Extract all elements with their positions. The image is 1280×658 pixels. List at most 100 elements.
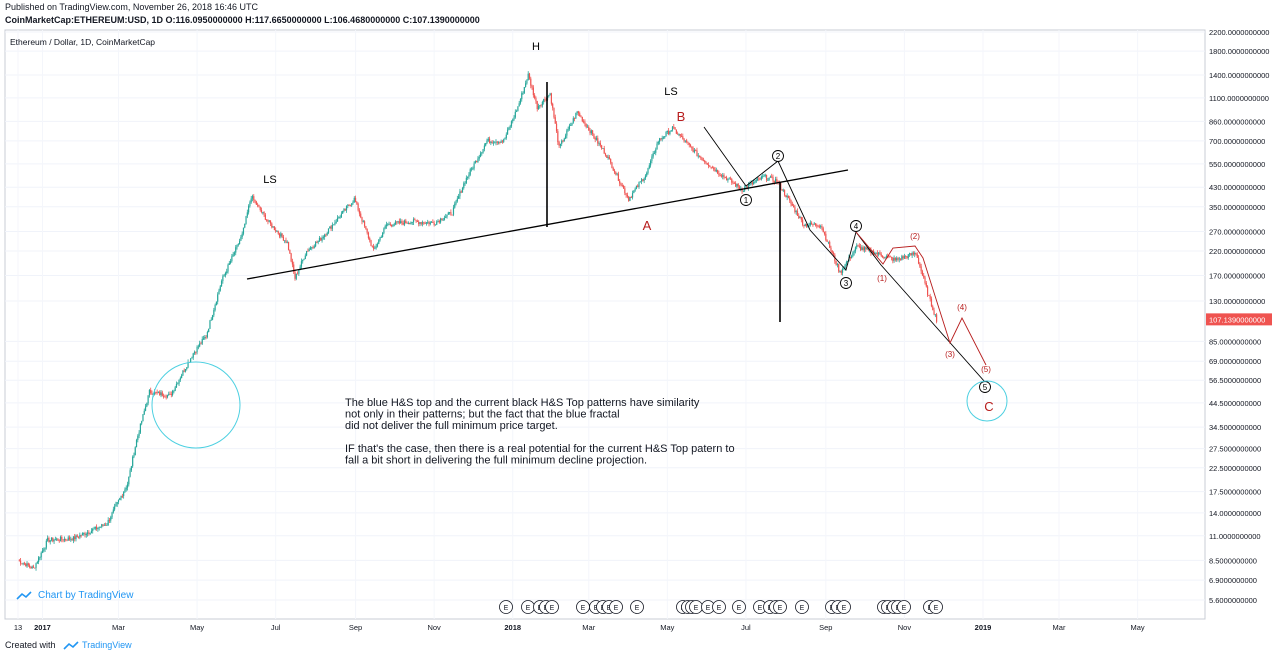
candle-body <box>264 214 266 220</box>
candle-body <box>63 538 65 541</box>
last-price-label: 107.1390000000 <box>1209 315 1265 324</box>
candle-body <box>281 233 283 237</box>
tradingview-link[interactable]: TradingView <box>82 640 132 650</box>
candle-body <box>760 176 762 180</box>
candle-body <box>488 138 491 143</box>
candle-body <box>61 537 63 540</box>
time-tick-label: Sep <box>819 623 832 632</box>
candle-body <box>321 237 323 241</box>
candle-body <box>228 263 230 265</box>
candle-body <box>352 202 354 204</box>
earnings-marker <box>712 600 726 614</box>
candle-body <box>580 116 582 118</box>
earnings-marker-label: E <box>758 605 763 612</box>
candle-body <box>747 184 750 188</box>
candle-body <box>646 172 648 176</box>
candle-body <box>644 175 647 179</box>
candle-body <box>795 211 797 212</box>
candle-body <box>589 130 591 134</box>
candle-body <box>626 195 629 197</box>
price-chart[interactable]: LS H LS A B C 1 2 3 4 5 (1) (2) (3) (4) (5) The blue H&S… <box>0 28 1280 636</box>
candle-body <box>407 223 409 224</box>
candle-body <box>88 532 90 534</box>
candle-body <box>629 197 631 201</box>
created-with-label: Created with <box>5 640 56 650</box>
candle-body <box>613 170 616 173</box>
candle-body <box>391 224 393 226</box>
candle-body <box>695 150 697 151</box>
candle-body <box>800 216 802 220</box>
candle-body <box>195 351 197 353</box>
candle-body <box>36 562 38 564</box>
candle-body <box>295 273 297 279</box>
candle-body <box>595 138 598 140</box>
candle-body <box>881 255 884 258</box>
candle-body <box>675 129 677 134</box>
candle-body <box>282 236 285 241</box>
candle-body <box>367 232 370 239</box>
candle-body <box>244 223 246 228</box>
candle-body <box>539 105 541 107</box>
candle-body <box>508 127 510 130</box>
subwave-number: (4) <box>957 303 967 312</box>
candle-body <box>606 155 608 158</box>
candle-body <box>755 180 757 182</box>
candle-body <box>415 220 417 222</box>
chart-by-tradingview[interactable]: Chart by TradingView <box>16 590 133 601</box>
candle-body <box>521 93 523 100</box>
annotation-line: not only in their patterns; but the fact… <box>345 409 620 421</box>
candle-body <box>370 240 372 246</box>
candle-body <box>233 252 236 255</box>
chart-area[interactable]: LS H LS A B C 1 2 3 4 5 (1) (2) (3) (4) (5) The blue H&S… <box>0 28 1280 636</box>
chart-title: Ethereum / Dollar, 1D, CoinMarketCap <box>10 37 155 47</box>
candle-body <box>844 264 846 269</box>
candle-body <box>608 156 610 159</box>
candle-body <box>23 563 26 565</box>
candle-body <box>347 205 349 207</box>
candle-body <box>343 209 345 211</box>
wave-number: 5 <box>983 383 988 392</box>
candle-body <box>910 253 912 256</box>
candle-body <box>32 566 35 568</box>
candle-body <box>476 161 478 162</box>
candle-body <box>137 435 139 440</box>
candle-body <box>53 540 55 542</box>
candle-body <box>175 383 178 388</box>
candle-body <box>93 528 95 530</box>
candle-body <box>89 533 91 534</box>
candle-body <box>671 126 674 131</box>
candle-body <box>365 226 367 229</box>
candle-body <box>928 295 930 296</box>
candle-body <box>513 117 515 120</box>
candle-body <box>334 222 336 225</box>
earnings-marker <box>630 600 644 614</box>
candle-body <box>56 538 58 540</box>
abc-label: C <box>984 399 993 414</box>
candle-body <box>229 261 232 264</box>
candle-body <box>211 315 214 320</box>
candle-body <box>44 547 46 550</box>
abc-label: A <box>643 218 652 233</box>
price-tick-label: 14.0000000000 <box>1209 509 1261 518</box>
candle-body <box>688 143 690 145</box>
candle-body <box>830 247 832 251</box>
candle-body <box>184 369 187 372</box>
candle-body <box>583 121 585 123</box>
candle-body <box>818 226 820 228</box>
candle-body <box>593 134 595 138</box>
candle-body <box>139 423 141 433</box>
candle-body <box>903 256 906 259</box>
candle-body <box>116 502 118 505</box>
candle-body <box>409 223 411 224</box>
candle-body <box>735 183 737 187</box>
candle-body <box>926 286 929 296</box>
candle-body <box>257 204 259 206</box>
earnings-marker-label: E <box>934 605 939 612</box>
candle-body <box>689 144 692 147</box>
candle-body <box>388 223 390 225</box>
candle-body <box>461 188 464 193</box>
candle-body <box>590 130 592 134</box>
candles-layer <box>18 71 938 571</box>
candle-body <box>853 251 855 253</box>
candle-body <box>836 264 839 265</box>
